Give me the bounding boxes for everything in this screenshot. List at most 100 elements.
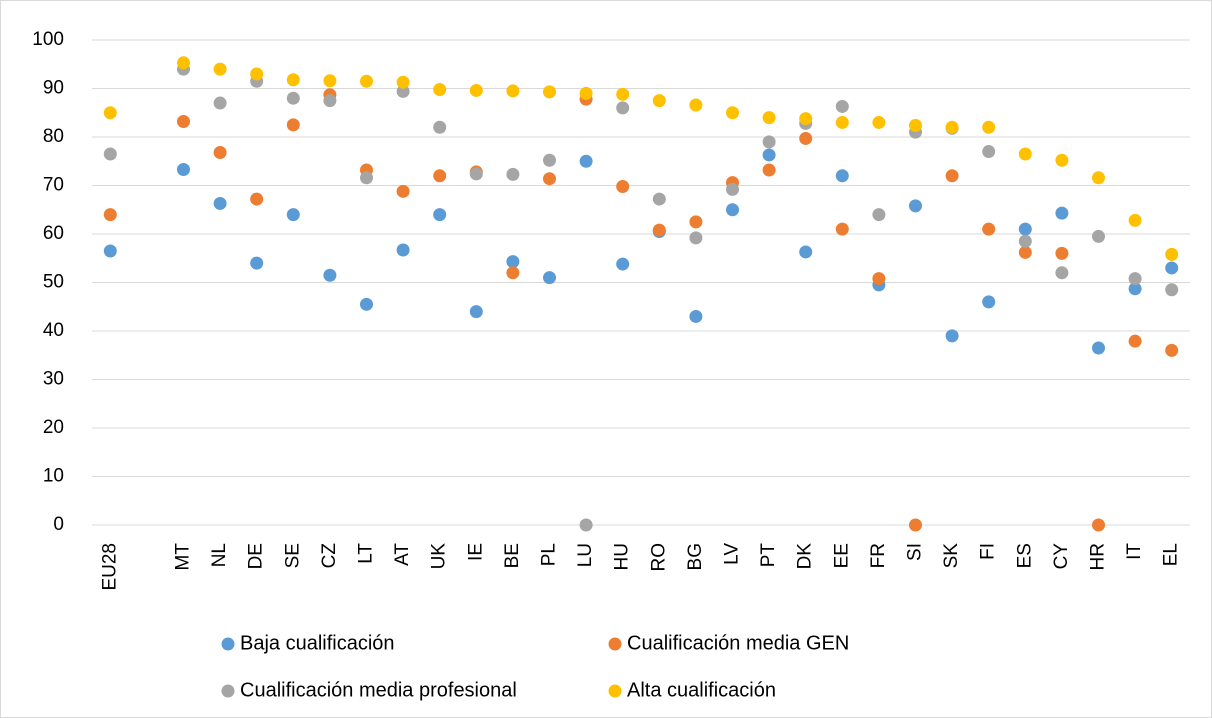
legend-label: Baja cualificación xyxy=(240,632,395,654)
point xyxy=(286,208,300,222)
y-tick-label: 90 xyxy=(43,78,64,99)
point xyxy=(579,518,593,532)
x-tick-label: AT xyxy=(392,543,413,566)
x-tick-label: HR xyxy=(1088,543,1109,570)
point xyxy=(103,208,117,222)
point xyxy=(799,245,813,259)
point xyxy=(177,56,190,70)
x-tick-label: CZ xyxy=(319,543,340,569)
point xyxy=(396,84,410,98)
point xyxy=(726,106,739,120)
x-tick-label: IE xyxy=(465,543,486,561)
point xyxy=(433,169,447,183)
point xyxy=(360,297,373,311)
point xyxy=(1128,334,1142,348)
point xyxy=(543,153,556,167)
legend-marker xyxy=(608,684,622,698)
point xyxy=(469,305,483,319)
point xyxy=(652,192,666,206)
point xyxy=(689,231,703,245)
point xyxy=(1128,213,1142,227)
point xyxy=(689,309,703,323)
x-tick-label: PL xyxy=(539,543,560,566)
x-tick-label: LT xyxy=(356,543,377,564)
point xyxy=(689,215,703,229)
point xyxy=(945,169,959,183)
point xyxy=(1165,247,1179,261)
point xyxy=(762,111,776,125)
point xyxy=(1165,283,1179,297)
x-tick-label: LU xyxy=(575,543,596,567)
point xyxy=(506,167,520,181)
point xyxy=(103,244,117,258)
point xyxy=(1018,147,1032,161)
point xyxy=(360,74,373,88)
x-tick-label: RO xyxy=(648,543,669,572)
point xyxy=(213,62,227,76)
y-tick-label: 10 xyxy=(43,466,64,487)
point xyxy=(1055,206,1069,220)
point xyxy=(1018,222,1032,236)
point xyxy=(616,257,630,271)
point xyxy=(250,192,264,206)
point xyxy=(1018,245,1032,259)
point xyxy=(652,94,666,108)
y-tick-label: 20 xyxy=(43,417,64,438)
legend-label: Cualificación media profesional xyxy=(240,679,517,701)
x-tick-label: EL xyxy=(1161,543,1182,566)
x-tick-label: DK xyxy=(795,543,816,570)
point xyxy=(1128,272,1142,286)
point xyxy=(469,167,483,181)
point xyxy=(799,131,813,145)
point xyxy=(945,329,959,343)
x-tick-label: HU xyxy=(612,543,633,570)
point xyxy=(616,179,630,193)
point xyxy=(103,106,117,120)
point xyxy=(1165,343,1179,357)
x-tick-label: MT xyxy=(173,543,194,571)
point xyxy=(543,85,556,99)
point xyxy=(396,75,410,89)
point xyxy=(286,73,300,87)
point xyxy=(909,199,922,213)
point xyxy=(469,83,483,97)
point xyxy=(652,223,666,237)
point xyxy=(1092,171,1105,185)
point xyxy=(835,169,849,183)
point xyxy=(762,163,776,177)
point xyxy=(506,255,520,269)
legend-label: Alta cualificación xyxy=(627,679,776,701)
x-tick-label: SE xyxy=(282,543,303,568)
x-tick-label: UK xyxy=(429,543,450,570)
point xyxy=(1092,341,1105,355)
y-tick-label: 80 xyxy=(43,126,64,147)
point xyxy=(506,84,520,98)
point xyxy=(433,120,447,134)
point xyxy=(250,256,264,270)
point xyxy=(360,171,373,185)
x-tick-label: IT xyxy=(1124,543,1145,560)
point xyxy=(1055,153,1069,167)
x-tick-label: FR xyxy=(868,543,889,568)
legend-marker xyxy=(608,637,622,651)
x-tick-label: LV xyxy=(722,543,743,565)
x-tick-label: NL xyxy=(209,543,230,567)
x-tick-label: EE xyxy=(831,543,852,568)
point xyxy=(506,266,520,280)
point xyxy=(323,74,337,88)
point xyxy=(250,67,264,81)
point xyxy=(323,268,337,282)
legend-marker xyxy=(221,684,235,698)
point xyxy=(286,118,300,132)
point xyxy=(1092,229,1105,243)
y-tick-label: 40 xyxy=(43,320,64,341)
x-tick-label: BG xyxy=(685,543,706,570)
y-tick-label: 60 xyxy=(43,223,64,244)
point xyxy=(909,118,922,132)
point xyxy=(177,162,190,176)
point xyxy=(1055,266,1069,280)
point xyxy=(945,120,959,134)
x-tick-label: DE xyxy=(246,543,267,569)
x-tick-label: BE xyxy=(502,543,523,568)
point xyxy=(872,115,886,129)
